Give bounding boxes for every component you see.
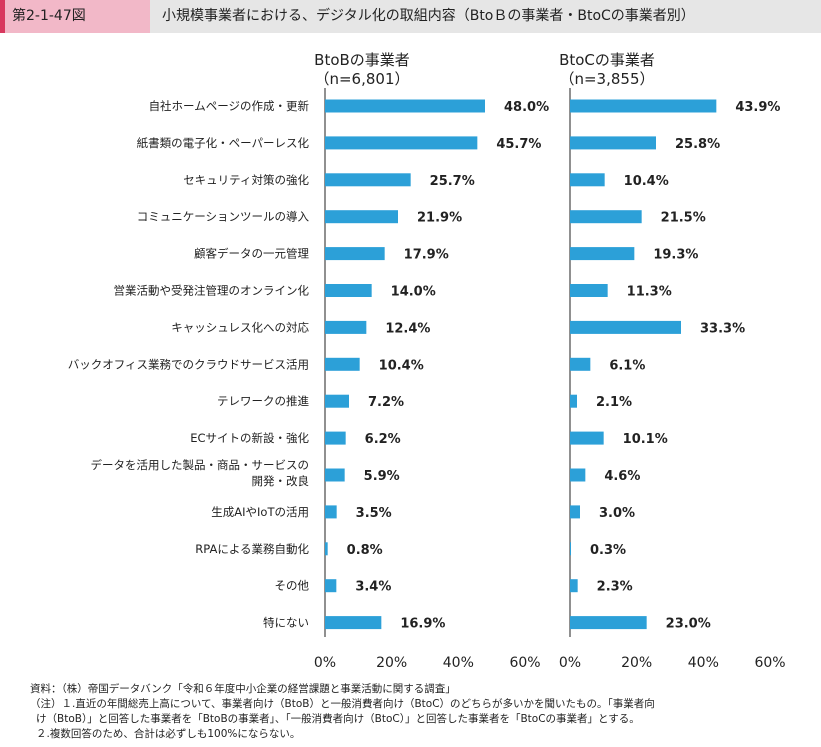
x-tick-label: 0% (314, 655, 336, 671)
value-label: 33.3% (700, 321, 745, 336)
x-tick-label: 40% (443, 655, 474, 671)
value-label: 11.3% (627, 285, 672, 300)
bar (325, 431, 346, 445)
category-label: キャッシュレス化への対応 (171, 320, 309, 334)
category-label: セキュリティ対策の強化 (183, 173, 309, 187)
value-label: 12.4% (385, 321, 430, 336)
value-label: 2.3% (597, 580, 633, 595)
panel-title: BtoCの事業者 (559, 51, 655, 69)
category-label: その他 (275, 579, 310, 593)
bar (325, 284, 372, 297)
category-label: 顧客データの一元管理 (194, 247, 309, 261)
value-label: 45.7% (496, 137, 541, 152)
x-tick-label: 60% (509, 655, 540, 671)
panel-subtitle: （n=6,801） (314, 70, 409, 88)
bar (570, 99, 717, 113)
x-tick-label: 0% (559, 655, 581, 671)
value-label: 48.0% (504, 100, 549, 115)
category-label: 自社ホームページの作成・更新 (149, 99, 310, 113)
bar-chart: 自社ホームページの作成・更新紙書類の電子化・ペーパーレス化セキュリティ対策の強化… (68, 51, 786, 671)
bar (570, 468, 586, 482)
value-label: 0.3% (590, 543, 626, 558)
bar (325, 99, 485, 113)
notes: 資料：（株）帝国データバンク「令和６年度中小企業の経営課題と事業活動に関する調査… (30, 682, 810, 742)
bar (570, 394, 577, 408)
category-label: 紙書類の電子化・ペーパーレス化 (137, 136, 310, 150)
bar (570, 173, 605, 187)
value-label: 21.9% (417, 211, 462, 226)
value-label: 3.4% (355, 580, 391, 595)
value-label: 17.9% (404, 248, 449, 263)
value-label: 6.2% (365, 432, 401, 447)
bar (570, 505, 580, 519)
x-tick-label: 20% (621, 655, 652, 671)
figure-header: 第2-1-47図 小規模事業者における、デジタル化の取組内容（BtoＢの事業者・… (0, 0, 821, 33)
category-label: データを活用した製品・商品・サービスの開発・改良 (91, 458, 310, 488)
bar (325, 247, 385, 261)
value-label: 4.6% (604, 469, 640, 484)
bar (570, 320, 681, 334)
x-tick-label: 40% (688, 655, 719, 671)
bar (325, 616, 382, 630)
figure-number: 第2-1-47図 (0, 0, 150, 33)
bar (325, 357, 360, 371)
panel-title: BtoBの事業者 (314, 51, 410, 69)
value-label: 19.3% (653, 248, 698, 263)
x-tick-label: 60% (754, 655, 785, 671)
bar (570, 579, 578, 593)
category-label: コミュニケーションツールの導入 (137, 210, 310, 224)
bar (325, 136, 478, 150)
value-label: 14.0% (391, 285, 436, 300)
value-label: 3.5% (356, 506, 392, 521)
bar (325, 320, 367, 334)
value-label: 10.4% (624, 174, 669, 189)
figure-title: 小規模事業者における、デジタル化の取組内容（BtoＢの事業者・BtoCの事業者別… (150, 0, 821, 33)
category-label: 特にない (263, 616, 309, 630)
value-label: 3.0% (599, 506, 635, 521)
bar (570, 357, 591, 371)
bar (570, 136, 656, 150)
category-label: ECサイトの新設・強化 (190, 431, 309, 445)
value-label: 0.8% (347, 543, 383, 558)
value-label: 10.1% (623, 432, 668, 447)
bar (570, 431, 604, 445)
value-label: 23.0% (666, 617, 711, 632)
bar (570, 247, 635, 261)
panel-subtitle: （n=3,855） (559, 70, 654, 88)
value-label: 7.2% (368, 395, 404, 410)
bar (325, 579, 337, 593)
bar (570, 210, 642, 224)
bar (325, 173, 411, 187)
note-1a: （注）１.直近の年間総売上高について、事業者向け（BtoB）と一般消費者向け（B… (30, 698, 655, 710)
value-label: 43.9% (735, 100, 780, 115)
note-2: ２.複数回答のため、合計は必ずしも100%にならない。 (36, 728, 301, 740)
bar (570, 284, 608, 297)
category-label: RPAによる業務自動化 (195, 542, 309, 556)
value-label: 5.9% (364, 469, 400, 484)
x-tick-label: 20% (376, 655, 407, 671)
value-label: 10.4% (379, 358, 424, 373)
value-label: 25.8% (675, 137, 720, 152)
category-label: バックオフィス業務でのクラウドサービス活用 (68, 357, 309, 371)
category-label: 営業活動や受発注管理のオンライン化 (114, 284, 310, 298)
category-label: 生成AIやIoTの活用 (211, 505, 309, 519)
value-label: 2.1% (596, 395, 632, 410)
bar (325, 394, 349, 408)
bar (570, 542, 571, 556)
note-1b: け（BtoB）」と回答した事業者を「BtoBの事業者」、「一般消費者向け（Bto… (36, 713, 640, 725)
value-label: 16.9% (400, 617, 445, 632)
source-note: 資料：（株）帝国データバンク「令和６年度中小企業の経営課題と事業活動に関する調査… (30, 683, 456, 695)
bar (325, 542, 328, 556)
bar (570, 616, 647, 630)
bar (325, 505, 337, 519)
value-label: 25.7% (430, 174, 475, 189)
value-label: 6.1% (609, 358, 645, 373)
category-label: テレワークの推進 (217, 394, 309, 408)
bar (325, 468, 345, 482)
bar (325, 210, 398, 224)
value-label: 21.5% (661, 211, 706, 226)
